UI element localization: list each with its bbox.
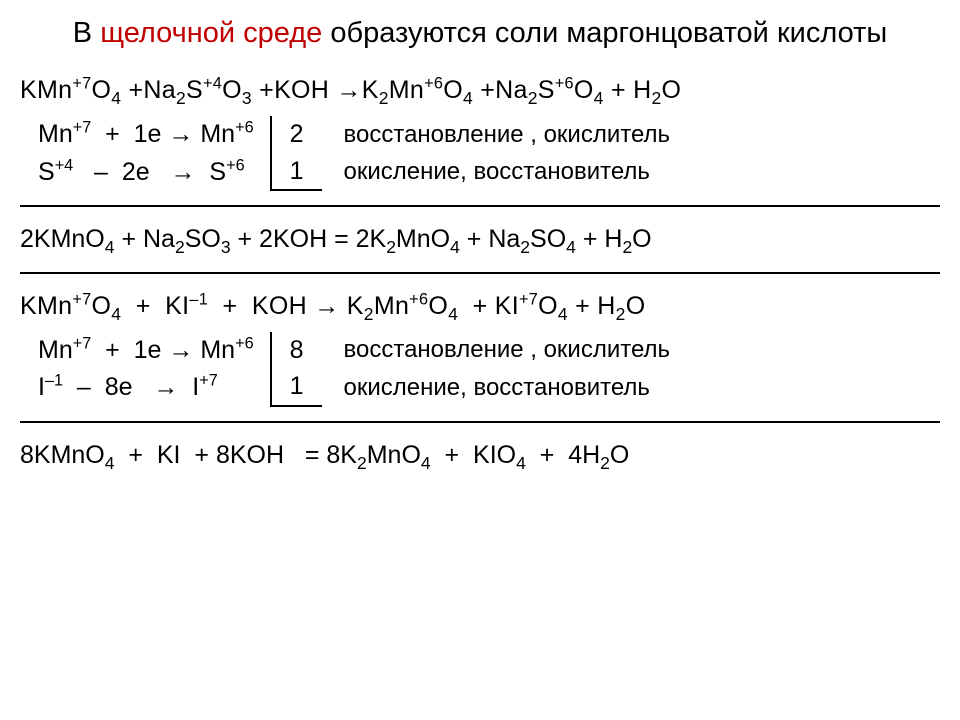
half-1a: Mn+7 + 1e → Mn+6 xyxy=(38,116,254,154)
coef-2a: 8 xyxy=(290,332,304,368)
title-highlight: щелочной среде xyxy=(100,17,322,49)
note-1b: окисление, восстановитель xyxy=(344,155,671,190)
divider-2 xyxy=(20,272,940,274)
balance-block-2: Mn+7 + 1e → Mn+6 I–1 – 8e → I+7 8 1 восс… xyxy=(38,332,940,407)
note-2a: восстановление , окислитель xyxy=(344,333,671,368)
equation-1-balanced: 2KMnO4 + Na2SO3 + 2KOH = 2K2MnO4 + Na2SO… xyxy=(20,221,940,257)
note-1a: восстановление , окислитель xyxy=(344,118,671,153)
equation-2-raw: KMn+7O4 + KI–1 + KOH → K2Mn+6O4 + KI+7O4… xyxy=(20,288,940,324)
coefficients-1: 2 1 xyxy=(270,116,322,191)
coef-2b: 1 xyxy=(290,368,304,404)
title-pre: В xyxy=(73,17,100,49)
page-title: В щелочной среде образуются соли маргонц… xyxy=(20,12,940,54)
half-reactions-2: Mn+7 + 1e → Mn+6 I–1 – 8e → I+7 xyxy=(38,332,270,407)
role-notes-1: восстановление , окислитель окисление, в… xyxy=(322,116,671,191)
title-post: образуются соли маргонцоватой кислоты xyxy=(322,17,887,49)
equation-1-raw: KMn+7O4 +Na2S+4O3 +KOH →K2Mn+6O4 +Na2S+6… xyxy=(20,72,940,108)
balance-block-1: Mn+7 + 1e → Mn+6 S+4 – 2e → S+6 2 1 восс… xyxy=(38,116,940,191)
half-reactions-1: Mn+7 + 1e → Mn+6 S+4 – 2e → S+6 xyxy=(38,116,270,191)
note-2b: окисление, восстановитель xyxy=(344,371,671,406)
coef-1b: 1 xyxy=(290,153,304,189)
divider-3 xyxy=(20,421,940,423)
half-1b: S+4 – 2e → S+6 xyxy=(38,154,254,192)
role-notes-2: восстановление , окислитель окисление, в… xyxy=(322,332,671,407)
half-2b: I–1 – 8e → I+7 xyxy=(38,369,254,407)
coefficients-2: 8 1 xyxy=(270,332,322,407)
coef-1a: 2 xyxy=(290,116,304,152)
half-2a: Mn+7 + 1e → Mn+6 xyxy=(38,332,254,370)
divider-1 xyxy=(20,205,940,207)
equation-2-balanced: 8KMnO4 + KI + 8KOH = 8K2MnO4 + KIO4 + 4H… xyxy=(20,437,940,473)
